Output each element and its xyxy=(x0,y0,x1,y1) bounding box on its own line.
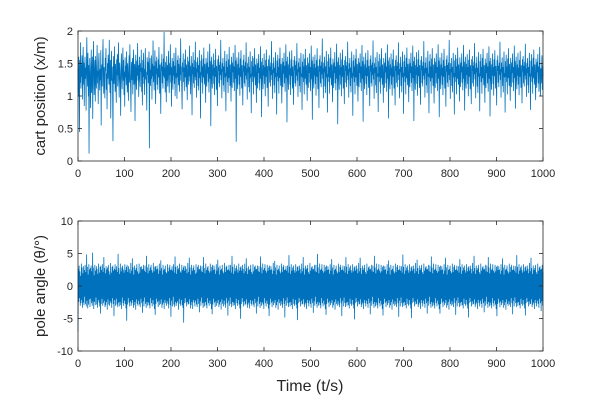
x-tick-label: 0 xyxy=(75,168,81,180)
x-tick-label: 200 xyxy=(162,358,180,370)
x-tick-label: 100 xyxy=(115,168,133,180)
y-tick-label: 2 xyxy=(67,26,73,38)
x-tick-label: 500 xyxy=(301,168,319,180)
y-tick-label: 0 xyxy=(67,281,73,293)
y-tick-labels: -10 -5 0 5 10 xyxy=(57,216,73,358)
cart-position-axes: 0 100 200 300 400 500 600 700 800 900 1000 0 0.5 1 1.… xyxy=(32,26,555,180)
x-tick-label: 200 xyxy=(162,168,180,180)
x-tick-label: 100 xyxy=(115,358,133,370)
x-tick-label: 900 xyxy=(487,168,505,180)
axes-box xyxy=(77,220,544,352)
x-tick-label: 700 xyxy=(394,358,412,370)
series-line-pole-angle xyxy=(77,252,544,332)
series-line-cart-position xyxy=(77,31,544,154)
x-tick-label: 300 xyxy=(208,358,226,370)
x-tick-labels: 0 100 200 300 400 500 600 700 800 900 1000 xyxy=(75,168,555,180)
x-tick-label: 1000 xyxy=(531,168,555,180)
x-tick-label: 400 xyxy=(255,358,273,370)
axes-background xyxy=(78,31,543,161)
x-axis-label-time: Time (t/s) xyxy=(277,378,344,395)
y-axis-label-cart-position: cart position (x/m) xyxy=(32,36,49,155)
y-tick-label: 5 xyxy=(67,249,73,261)
x-tick-label: 500 xyxy=(301,358,319,370)
x-tick-label: 600 xyxy=(348,168,366,180)
x-tick-label: 800 xyxy=(441,168,459,180)
x-tick-label: 900 xyxy=(487,358,505,370)
y-tick-label: -5 xyxy=(63,314,73,326)
x-tick-label: 1000 xyxy=(531,358,555,370)
x-tick-label: 700 xyxy=(394,168,412,180)
x-tick-label: 600 xyxy=(348,358,366,370)
y-tick-label: 0.5 xyxy=(58,124,73,136)
y-axis-label-pole-angle: pole angle (θ/°) xyxy=(32,235,49,337)
y-tick-label: 0 xyxy=(67,156,73,168)
x-tick-label: 400 xyxy=(255,168,273,180)
x-tick-labels: 0 100 200 300 400 500 600 700 800 900 1000 xyxy=(75,358,555,370)
x-tick-label: 800 xyxy=(441,358,459,370)
x-tick-label: 0 xyxy=(75,358,81,370)
y-tick-label: 1.5 xyxy=(58,59,73,71)
axes-box xyxy=(77,30,544,162)
y-tick-labels: 0 0.5 1 1.5 2 xyxy=(58,26,73,168)
y-tick-label: 1 xyxy=(67,91,73,103)
y-tick-label: -10 xyxy=(57,346,73,358)
pole-angle-axes: 0 100 200 300 400 500 600 700 800 900 1000 -10 -5 0 5… xyxy=(32,216,555,395)
y-tick-label: 10 xyxy=(61,216,73,228)
x-tick-label: 300 xyxy=(208,168,226,180)
